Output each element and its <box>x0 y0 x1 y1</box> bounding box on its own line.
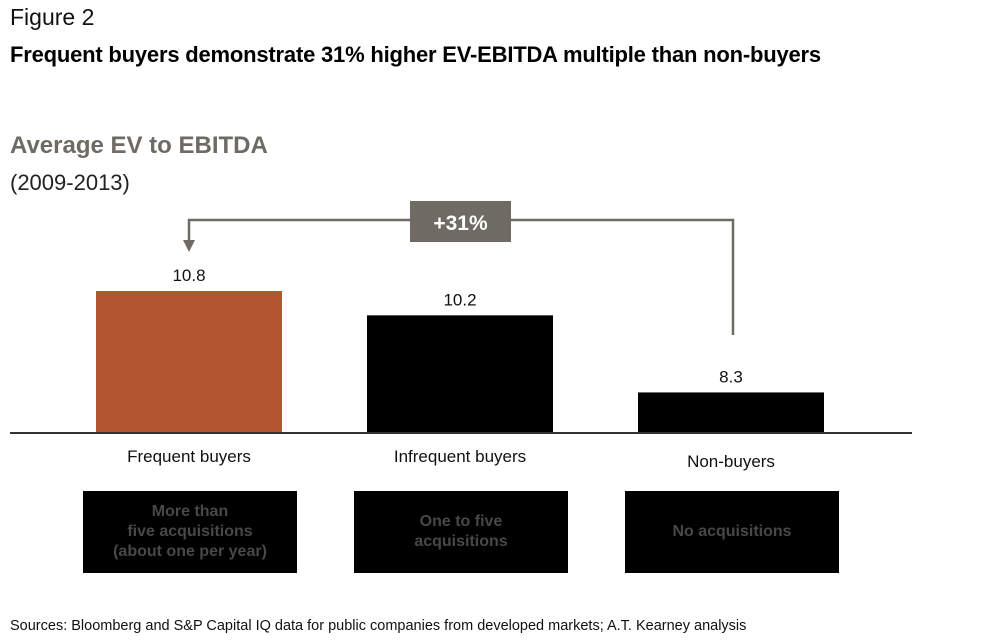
description-box-frequent: More than five acquisitions (about one p… <box>83 491 297 573</box>
data-label: 10.2 <box>443 290 476 309</box>
category-label: Infrequent buyers <box>394 447 526 466</box>
headline: Frequent buyers demonstrate 31% higher E… <box>10 42 821 67</box>
description-text: One to five acquisitions <box>414 513 508 550</box>
description-box-infrequent: One to five acquisitions <box>354 491 568 573</box>
source-note: Sources: Bloomberg and S&P Capital IQ da… <box>10 618 747 634</box>
bar <box>638 392 824 433</box>
annotation-label: +31% <box>433 212 488 235</box>
description-text: No acquisitions <box>672 523 792 540</box>
bar <box>96 291 282 433</box>
figure-label: Figure 2 <box>10 4 95 30</box>
data-label: 10.8 <box>172 266 205 285</box>
category-label: Non-buyers <box>687 452 775 471</box>
chart-subtitle: (2009-2013) <box>10 170 130 195</box>
bar <box>367 315 553 433</box>
description-box-non-buyers: No acquisitions <box>625 491 839 573</box>
description-text: More than five acquisitions (about one p… <box>113 503 267 560</box>
chart-title: Average EV to EBITDA <box>10 132 268 159</box>
data-label: 8.3 <box>719 367 743 386</box>
category-label: Frequent buyers <box>127 447 251 466</box>
annotation-badge <box>410 201 511 242</box>
annotation-arrowhead <box>183 240 195 252</box>
